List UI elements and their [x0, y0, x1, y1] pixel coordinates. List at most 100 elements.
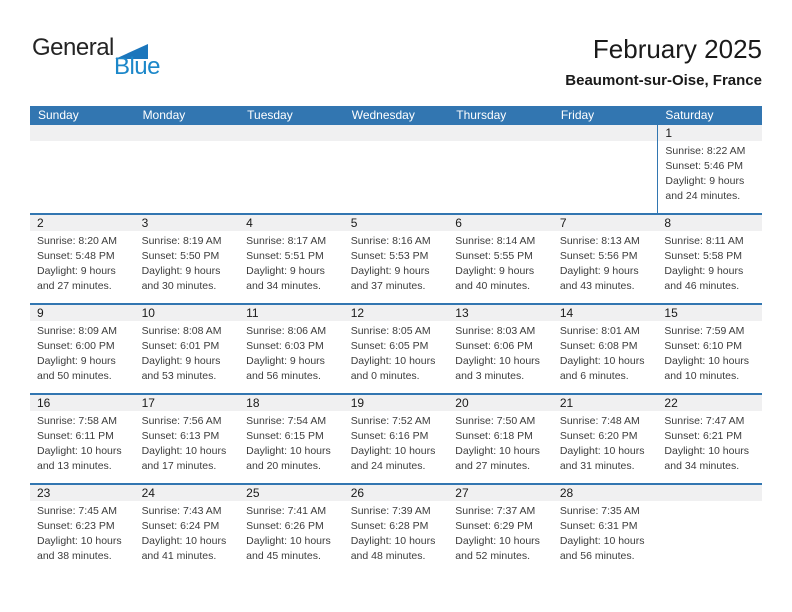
day-details: Sunrise: 7:50 AM Sunset: 6:18 PM Daylight:…: [448, 411, 553, 474]
detail-line: Daylight: 10 hours: [559, 445, 645, 457]
detail-line: Sunset: 5:53 PM: [350, 250, 429, 262]
day-number: [239, 125, 344, 141]
detail-line: Sunset: 6:26 PM: [246, 520, 324, 532]
day-cell-19: 19 Sunrise: 7:52 AM Sunset: 6:16 PM Dayligh…: [343, 395, 449, 483]
detail-line: Sunset: 6:28 PM: [350, 520, 429, 532]
detail-line: Daylight: 9 hours: [559, 265, 639, 277]
weekday-header-sunday: Sunday: [38, 108, 79, 122]
detail-line: Sunset: 6:05 PM: [350, 340, 429, 352]
day-number: 22: [657, 395, 762, 411]
detail-line: and 56 minutes.: [246, 370, 321, 382]
day-number: 28: [552, 485, 658, 501]
detail-line: and 56 minutes.: [559, 550, 635, 562]
detail-line: Sunrise: 7:47 AM: [664, 415, 745, 427]
detail-line: Sunset: 6:11 PM: [37, 430, 114, 442]
detail-line: and 24 minutes.: [665, 190, 741, 202]
day-cell-20: 20 Sunrise: 7:50 AM Sunset: 6:18 PM Dayligh…: [448, 395, 553, 483]
detail-line: Sunset: 5:56 PM: [559, 250, 638, 262]
page-header: General Blue February 2025 Beaumont-sur-…: [30, 34, 762, 100]
day-number: [134, 125, 240, 141]
day-number: 9: [30, 305, 135, 321]
detail-line: Sunrise: 7:45 AM: [37, 505, 117, 517]
day-details: Sunrise: 8:22 AM Sunset: 5:46 PM Daylight:…: [658, 141, 762, 204]
day-number: 11: [239, 305, 344, 321]
detail-line: Daylight: 9 hours: [350, 265, 430, 277]
day-number: 18: [239, 395, 344, 411]
detail-line: Daylight: 10 hours: [350, 355, 436, 367]
day-cell-16: 16 Sunrise: 7:58 AM Sunset: 6:11 PM Dayligh…: [30, 395, 135, 483]
day-details: Sunrise: 7:45 AM Sunset: 6:23 PM Daylight:…: [30, 501, 135, 564]
day-details: Sunrise: 8:13 AM Sunset: 5:56 PM Daylight:…: [553, 231, 658, 294]
day-details: Sunrise: 8:03 AM Sunset: 6:06 PM Daylight:…: [448, 321, 553, 384]
detail-line: and 48 minutes.: [350, 550, 426, 562]
detail-line: Sunrise: 8:13 AM: [559, 235, 640, 247]
day-cell-23: 23 Sunrise: 7:45 AM Sunset: 6:23 PM Dayligh…: [30, 485, 135, 573]
title-block: February 2025 Beaumont-sur-Oise, France: [565, 34, 762, 90]
detail-line: Sunset: 5:50 PM: [141, 250, 220, 262]
detail-line: and 13 minutes.: [37, 460, 112, 472]
day-number: 5: [343, 215, 449, 231]
detail-line: Sunset: 6:15 PM: [246, 430, 324, 442]
detail-line: Sunrise: 7:54 AM: [246, 415, 327, 427]
detail-line: and 34 minutes.: [246, 280, 321, 292]
day-number: 21: [552, 395, 658, 411]
detail-line: Sunrise: 8:08 AM: [141, 325, 222, 337]
detail-line: Daylight: 9 hours: [141, 265, 221, 277]
detail-line: Sunrise: 8:16 AM: [350, 235, 431, 247]
empty-cell: [30, 125, 135, 213]
detail-line: Sunrise: 8:19 AM: [141, 235, 222, 247]
day-number: 8: [657, 215, 762, 231]
day-cell-10: 10 Sunrise: 8:08 AM Sunset: 6:01 PM Dayligh…: [134, 305, 240, 393]
week-row-1: 1 Sunrise: 8:22 AM Sunset: 5:46 PM Daylight…: [30, 125, 762, 213]
detail-line: Sunset: 6:03 PM: [246, 340, 324, 352]
week-row-4: 16 Sunrise: 7:58 AM Sunset: 6:11 PM Dayligh…: [30, 393, 762, 483]
general-blue-logo: General Blue: [32, 36, 162, 80]
detail-line: Sunset: 6:23 PM: [37, 520, 115, 532]
detail-line: Sunrise: 7:58 AM: [37, 415, 117, 427]
detail-line: and 45 minutes.: [246, 550, 321, 562]
detail-line: Sunset: 6:18 PM: [455, 430, 533, 442]
day-details: Sunrise: 8:09 AM Sunset: 6:00 PM Daylight:…: [30, 321, 135, 384]
detail-line: Sunrise: 7:50 AM: [455, 415, 536, 427]
empty-cell: [343, 125, 449, 213]
detail-line: Sunrise: 7:41 AM: [246, 505, 327, 517]
detail-line: Daylight: 9 hours: [37, 355, 116, 367]
day-cell-13: 13 Sunrise: 8:03 AM Sunset: 6:06 PM Dayligh…: [448, 305, 553, 393]
day-details: Sunrise: 8:20 AM Sunset: 5:48 PM Daylight:…: [30, 231, 135, 294]
detail-line: Daylight: 10 hours: [455, 355, 540, 367]
logo-text-blue: Blue: [113, 53, 161, 80]
detail-line: and 37 minutes.: [350, 280, 426, 292]
detail-line: and 6 minutes.: [559, 370, 629, 382]
day-details: Sunrise: 7:43 AM Sunset: 6:24 PM Daylight:…: [135, 501, 240, 564]
detail-line: and 10 minutes.: [664, 370, 740, 382]
detail-line: and 31 minutes.: [559, 460, 635, 472]
day-number: 3: [134, 215, 240, 231]
weekday-header-row: Sunday Monday Tuesday Wednesday Thursday Frid…: [30, 106, 762, 125]
detail-line: Daylight: 9 hours: [246, 355, 325, 367]
day-number: 16: [30, 395, 135, 411]
weekday-header-monday: Monday: [142, 108, 186, 122]
detail-line: Sunrise: 7:59 AM: [664, 325, 745, 337]
detail-line: Daylight: 9 hours: [37, 265, 116, 277]
week-row-5: 23 Sunrise: 7:45 AM Sunset: 6:23 PM Dayligh…: [30, 483, 762, 573]
detail-line: Sunset: 5:58 PM: [664, 250, 743, 262]
detail-line: Sunrise: 8:11 AM: [664, 235, 744, 247]
day-cell-22: 22 Sunrise: 7:47 AM Sunset: 6:21 PM Dayligh…: [657, 395, 762, 483]
day-details: Sunrise: 8:01 AM Sunset: 6:08 PM Daylight:…: [553, 321, 658, 384]
day-details: Sunrise: 7:59 AM Sunset: 6:10 PM Daylight:…: [657, 321, 762, 384]
detail-line: Daylight: 9 hours: [455, 265, 535, 277]
detail-line: Sunset: 6:06 PM: [455, 340, 533, 352]
day-details: Sunrise: 7:47 AM Sunset: 6:21 PM Daylight:…: [657, 411, 762, 474]
detail-line: Daylight: 10 hours: [455, 535, 540, 547]
detail-line: Sunset: 6:13 PM: [141, 430, 220, 442]
detail-line: and 20 minutes.: [246, 460, 321, 472]
detail-line: Sunset: 6:29 PM: [455, 520, 533, 532]
detail-line: Sunset: 6:20 PM: [559, 430, 638, 442]
logo-triangle-icon: [114, 44, 148, 59]
detail-line: Daylight: 9 hours: [246, 265, 325, 277]
detail-line: Sunrise: 8:17 AM: [246, 235, 327, 247]
day-details: Sunrise: 7:48 AM Sunset: 6:20 PM Daylight:…: [553, 411, 658, 474]
detail-line: and 17 minutes.: [141, 460, 217, 472]
day-cell-25: 25 Sunrise: 7:41 AM Sunset: 6:26 PM Dayligh…: [239, 485, 344, 573]
